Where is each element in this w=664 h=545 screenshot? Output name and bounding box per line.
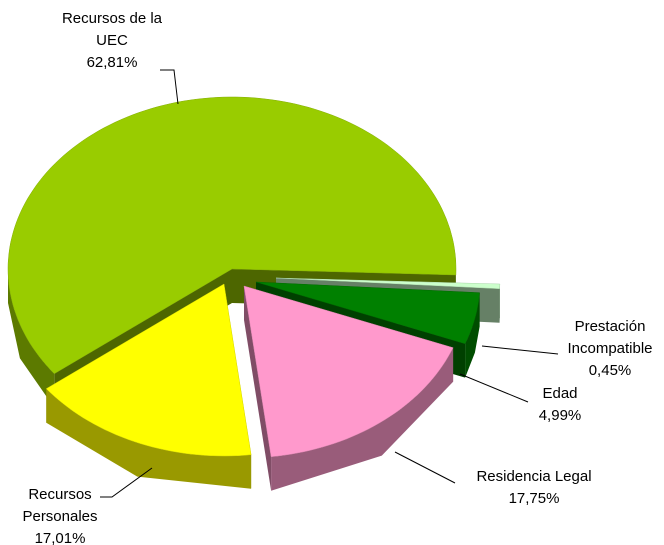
slice — [45, 283, 252, 489]
slice-top — [255, 281, 480, 345]
slice-top — [7, 96, 457, 375]
slice-side — [8, 269, 55, 408]
slice-wall — [244, 286, 272, 491]
value-label: 4,99% — [538, 407, 582, 424]
leader-lines — [100, 69, 559, 498]
leader-line — [459, 373, 529, 403]
leader-line — [100, 467, 153, 498]
value-label: 0,45% — [588, 362, 632, 379]
category-label: Recursos de la UEC — [61, 10, 163, 49]
slice-label: Residencia Legal 17,75% — [454, 466, 614, 510]
value-label: 62,81% — [86, 54, 138, 71]
slice-label: Recursos de la UEC 62,81% — [47, 8, 177, 74]
value-label: 17,01% — [34, 530, 86, 545]
leader-line — [160, 69, 179, 105]
slice-label: Recursos Personales 17,01% — [15, 484, 105, 545]
slice-label: Edad 4,99% — [515, 383, 605, 427]
slice-side — [271, 347, 454, 491]
leader-line — [481, 345, 559, 355]
slice-top — [243, 285, 454, 457]
category-label: Residencia Legal — [476, 468, 592, 485]
category-label: Edad — [542, 385, 578, 402]
slice-top — [275, 277, 501, 289]
category-label: Recursos Personales — [22, 486, 98, 525]
slice-label: Prestación Incompatible 0,45% — [550, 316, 664, 382]
value-label: 17,75% — [508, 490, 560, 507]
leader-line — [394, 451, 456, 484]
slice — [243, 285, 454, 491]
slice-side — [46, 388, 252, 489]
category-label: Prestación Incompatible — [567, 318, 653, 357]
slice-top — [45, 283, 252, 457]
slice-side — [465, 292, 480, 378]
